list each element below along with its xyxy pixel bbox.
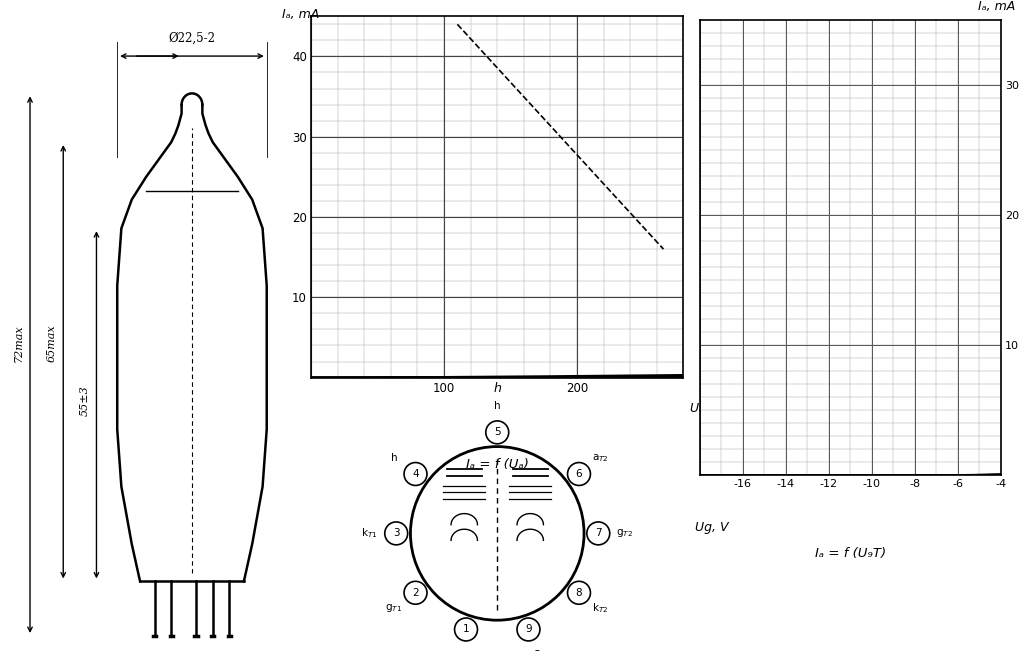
Text: g$_{T1}$: g$_{T1}$ [385,602,403,615]
Text: Ug, V: Ug, V [695,521,729,534]
Circle shape [384,522,408,545]
Text: Uₐ, V: Uₐ, V [690,402,719,415]
Text: Iₐ, mA: Iₐ, mA [281,8,319,21]
Circle shape [485,421,508,444]
Text: 5: 5 [493,427,500,437]
Circle shape [517,618,539,641]
Text: k$_{T1}$: k$_{T1}$ [361,527,377,540]
Text: S: S [533,650,539,651]
Circle shape [586,522,609,545]
Text: k$_{T2}$: k$_{T2}$ [592,602,608,615]
Text: g$_{T2}$: g$_{T2}$ [615,527,633,540]
Circle shape [404,581,427,604]
Text: h: h [390,453,397,464]
Text: Iₐ = f (Uₐ): Iₐ = f (Uₐ) [466,458,528,471]
Circle shape [454,618,477,641]
Text: 4: 4 [412,469,419,479]
Circle shape [567,463,590,486]
Text: 72max: 72max [13,324,23,362]
Text: 65max: 65max [47,324,57,362]
Circle shape [404,463,427,486]
Text: 6: 6 [575,469,582,479]
Text: 7: 7 [594,529,601,538]
Text: 9: 9 [525,624,531,635]
Text: Iₐ = f (U₉T): Iₐ = f (U₉T) [814,547,884,560]
Text: 3: 3 [392,529,399,538]
Text: h: h [493,382,500,395]
Text: 2: 2 [412,588,419,598]
Text: Ø22,5-2: Ø22,5-2 [168,32,215,44]
Text: 8: 8 [575,588,582,598]
Text: 1: 1 [463,624,469,635]
Text: 55±3: 55±3 [79,385,90,416]
Text: a$_{T1}$: a$_{T1}$ [449,649,466,651]
Circle shape [567,581,590,604]
Text: a$_{T2}$: a$_{T2}$ [592,452,608,464]
Text: Iₐ, mA: Iₐ, mA [977,0,1015,13]
Text: h: h [493,401,500,411]
